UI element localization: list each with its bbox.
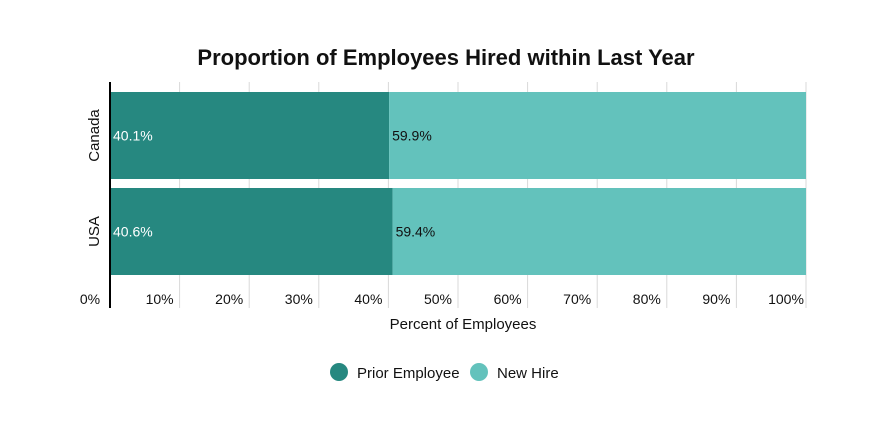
x-tick-label: 10% [146,291,174,307]
x-tick-label: 60% [494,291,522,307]
x-tick-label: 40% [354,291,382,307]
x-axis-label: Percent of Employees [390,316,537,333]
bar-segment [392,188,806,275]
legend-swatch [330,363,348,381]
x-tick-label: 100% [768,291,804,307]
data-label: 40.6% [113,224,153,240]
x-tick-label: 70% [563,291,591,307]
legend-label: Prior Employee [357,365,460,382]
bar-segment [110,92,390,179]
category-label: Canada [86,109,103,162]
legend-label: New Hire [497,365,559,382]
chart-title: Proportion of Employees Hired within Las… [197,45,695,70]
data-label: 40.1% [113,128,153,144]
legend-swatch [470,363,488,381]
bars: 40.1% 59.9% 40.6% 59.4% [110,92,806,275]
x-tick-label: 80% [633,291,661,307]
x-tick-label: 30% [285,291,313,307]
x-tick-labels: 0% 10% 20% 30% 40% 50% 60% 70% 80% 90% 100% [80,291,804,307]
category-labels: Canada USA [86,109,103,247]
bar-segment [110,188,393,275]
x-tick-label: 50% [424,291,452,307]
x-tick-label: 0% [80,291,100,307]
bar-segment [389,92,806,179]
data-label: 59.4% [396,224,436,240]
category-label: USA [86,216,103,247]
x-tick-label: 90% [702,291,730,307]
data-label: 59.9% [392,128,432,144]
legend: Prior Employee New Hire [330,363,559,382]
x-tick-label: 20% [215,291,243,307]
